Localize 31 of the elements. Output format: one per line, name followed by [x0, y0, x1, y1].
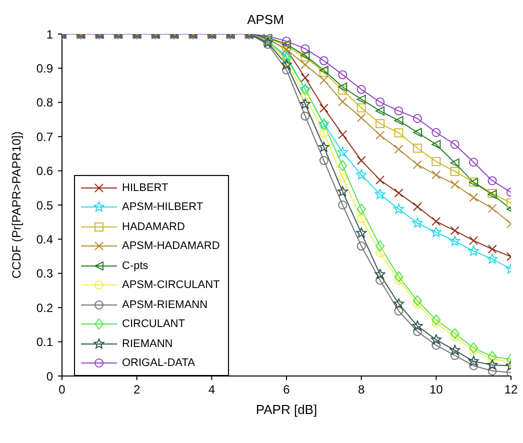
legend-label: CIRCULANT [122, 318, 185, 330]
x-axis-title: PAPR [dB] [256, 402, 318, 417]
x-tick-label: 10 [429, 382, 444, 397]
legend-label: APSM-HILBERT [122, 201, 204, 214]
y-tick-label: 0.1 [36, 335, 54, 350]
chart-title: APSM [246, 12, 285, 27]
y-tick-label: 0.9 [36, 61, 54, 76]
legend-label: RIEMANN [122, 338, 173, 350]
y-tick-label: 0.5 [36, 198, 54, 212]
legend-label: APSM-HADAMARD [122, 240, 220, 252]
x-tick-label: 8 [358, 382, 365, 397]
y-tick-label: 0.8 [36, 96, 54, 110]
x-tick-label: 6 [283, 382, 290, 397]
x-tick-label: 12 [504, 382, 518, 397]
y-tick-label: 1 [46, 27, 54, 42]
legend-label: ORIGAL-DATA [122, 357, 195, 370]
y-tick-label: 0.2 [36, 300, 54, 315]
y-tick-label: 0 [46, 369, 54, 384]
y-tick-label: 0.6 [36, 164, 54, 178]
legend-label: APSM-CIRCULANT [122, 279, 220, 292]
y-tick-label: 0.3 [36, 266, 54, 281]
legend-label: HILBERT [122, 182, 168, 194]
y-tick-label: 0.7 [36, 130, 54, 144]
legend-label: HADAMARD [122, 220, 185, 233]
legend-label: APSM-RIEMANN [122, 298, 208, 311]
legend-label: C-pts [122, 260, 148, 272]
x-tick-label: 4 [208, 382, 216, 397]
y-tick-label: 0.4 [36, 232, 54, 246]
x-tick-label: 2 [133, 382, 140, 397]
x-tick-label: 0 [58, 382, 66, 397]
y-axis-title: CCDF (Pr[PAPR>PAPR10]) [9, 131, 24, 279]
